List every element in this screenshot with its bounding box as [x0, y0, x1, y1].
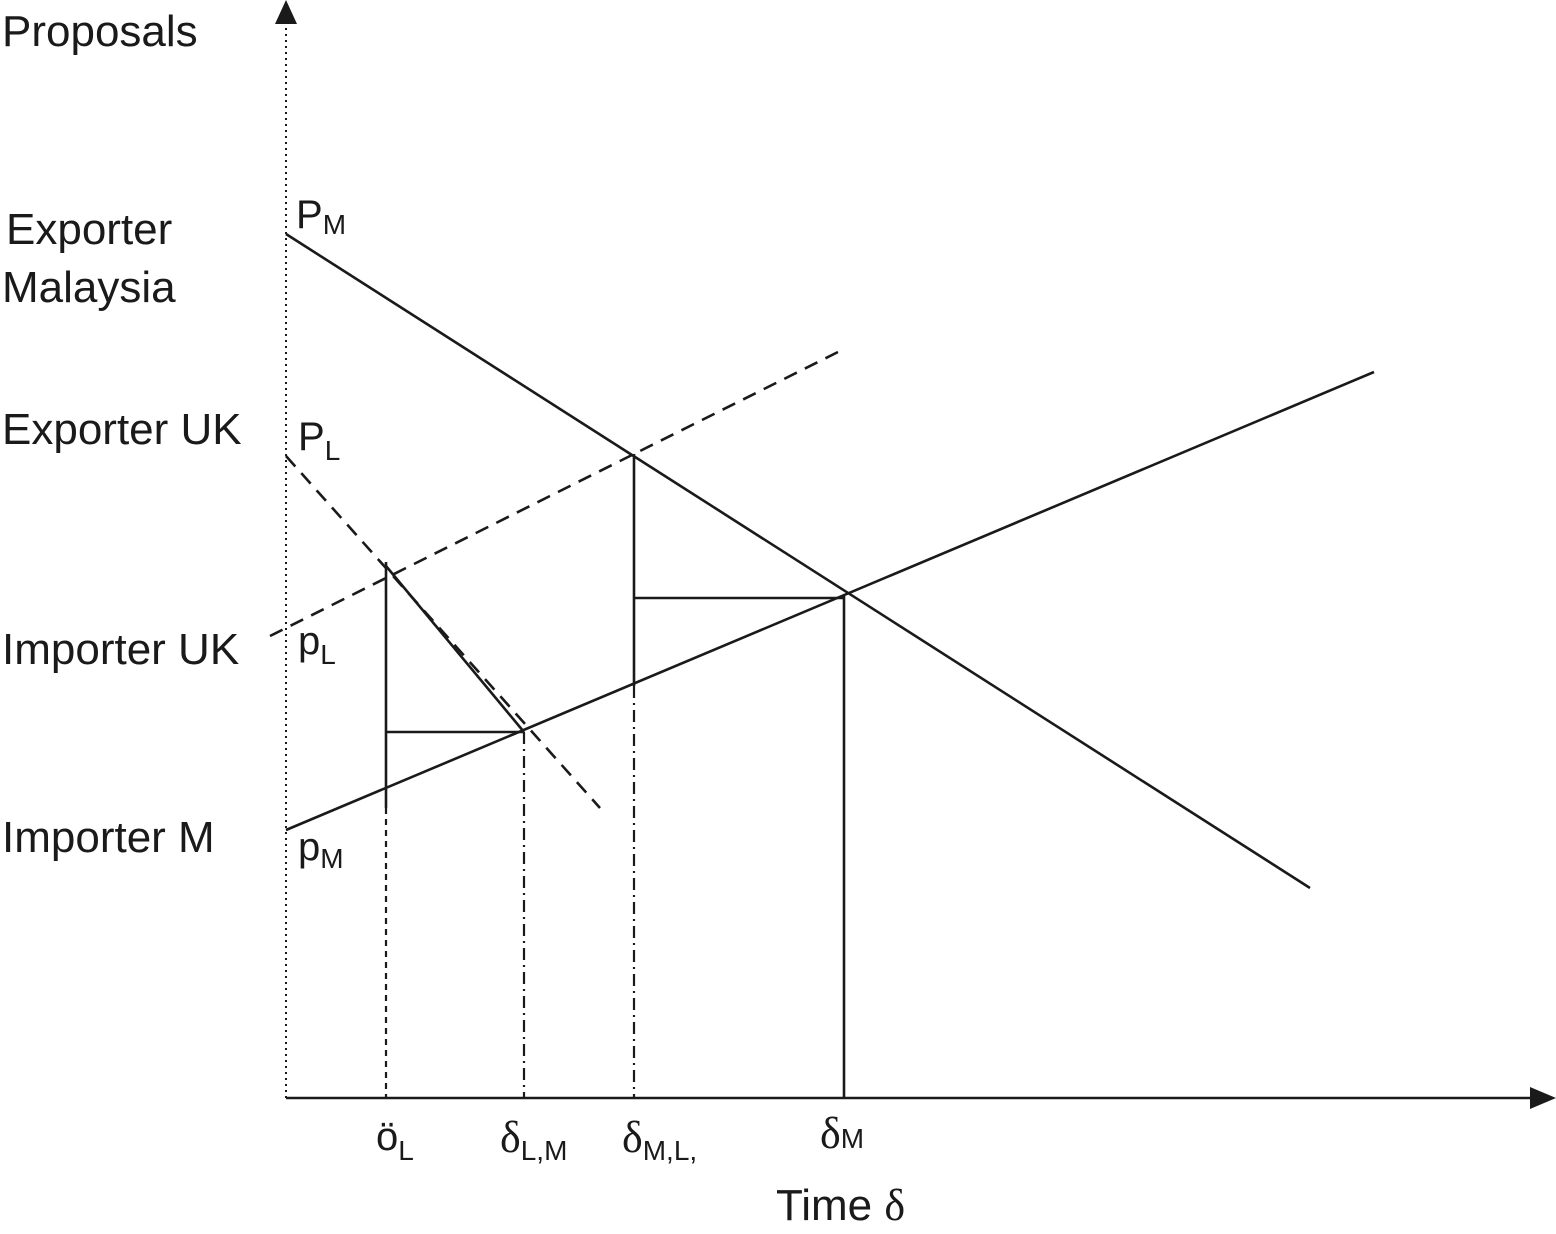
importer-uk-dashed-line: [269, 350, 839, 638]
oL-hypotenuse: [385, 565, 525, 733]
exporter-malaysia-label-line1: Exporter: [6, 205, 172, 254]
exporter-uk-label: Exporter UK: [2, 405, 242, 454]
dML-label: δM,L,: [622, 1113, 697, 1166]
p-L-symbol: pL: [298, 619, 336, 670]
x-axis-title: Time δ: [776, 1181, 905, 1230]
P-M-symbol: PM: [296, 193, 346, 240]
dLM-label: δL,M: [500, 1113, 567, 1166]
oL-label: öL: [376, 1115, 414, 1166]
y-axis-title: Proposals: [2, 7, 198, 56]
p-M-symbol: pM: [298, 825, 344, 874]
importer-uk-label: Importer UK: [2, 625, 239, 674]
exporter-malaysia-line: [285, 232, 1311, 890]
importer-m-label: Importer M: [2, 813, 215, 862]
dM-label: δM: [820, 1109, 864, 1158]
x-axis-arrowhead: [1530, 1087, 1556, 1109]
y-axis-arrowhead: [275, 0, 297, 24]
importer-m-line: [285, 370, 1375, 832]
P-L-symbol: PL: [298, 415, 340, 466]
exporter-uk-dashed-line: [285, 455, 601, 809]
exporter-malaysia-label-line2: Malaysia: [2, 263, 176, 312]
